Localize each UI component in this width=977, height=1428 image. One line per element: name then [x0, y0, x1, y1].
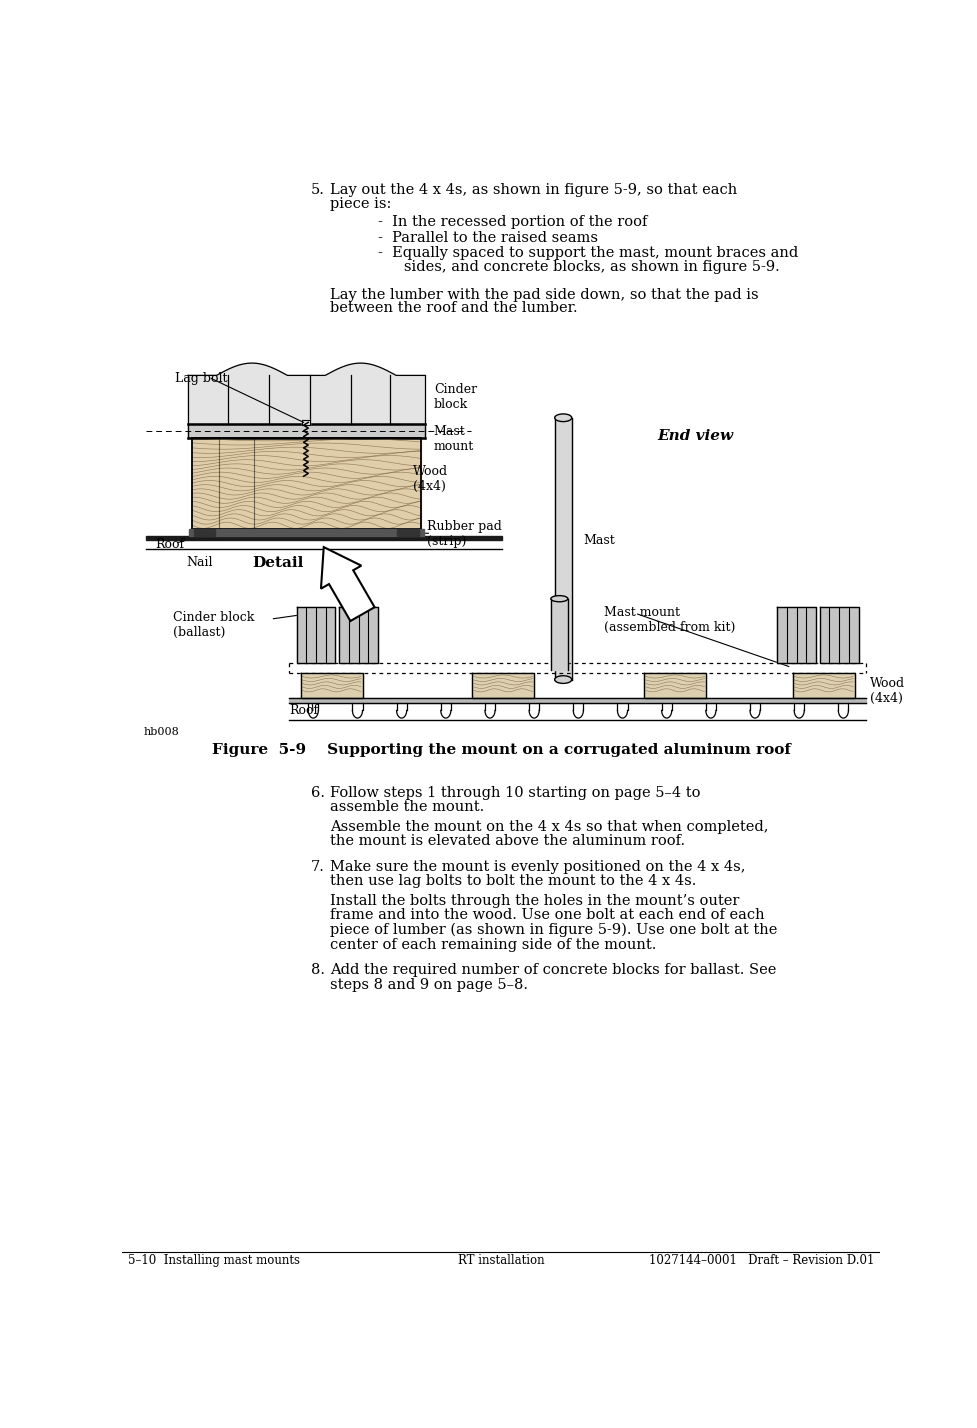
Text: Follow steps 1 through 10 starting on page 5–4 to: Follow steps 1 through 10 starting on pa…	[329, 785, 700, 800]
Text: piece is:: piece is:	[329, 197, 391, 211]
Text: End view: End view	[657, 430, 733, 443]
Polygon shape	[302, 420, 310, 426]
Text: Wood
(4x4): Wood (4x4)	[412, 464, 447, 493]
Text: Wood
(4x4): Wood (4x4)	[870, 677, 905, 705]
Text: between the roof and the lumber.: between the roof and the lumber.	[329, 301, 577, 316]
Polygon shape	[300, 674, 362, 698]
Text: steps 8 and 9 on page 5–8.: steps 8 and 9 on page 5–8.	[329, 978, 528, 991]
Ellipse shape	[550, 595, 568, 601]
Text: Cinder block
(ballast): Cinder block (ballast)	[173, 611, 254, 640]
Polygon shape	[777, 607, 815, 663]
Text: Lay out the 4 x 4s, as shown in figure 5-9, so that each: Lay out the 4 x 4s, as shown in figure 5…	[329, 183, 737, 197]
Text: 5.: 5.	[311, 183, 324, 197]
Text: -  Parallel to the raised seams: - Parallel to the raised seams	[378, 231, 597, 244]
Text: 7.: 7.	[311, 860, 324, 874]
Text: the mount is elevated above the aluminum roof.: the mount is elevated above the aluminum…	[329, 834, 684, 848]
Text: 8.: 8.	[311, 962, 324, 977]
Text: 1027144–0001   Draft – Revision D.01: 1027144–0001 Draft – Revision D.01	[648, 1254, 873, 1268]
Text: Rubber pad
(strip): Rubber pad (strip)	[426, 520, 501, 548]
Polygon shape	[189, 530, 423, 537]
Polygon shape	[188, 424, 424, 438]
Text: Make sure the mount is evenly positioned on the 4 x 4s,: Make sure the mount is evenly positioned…	[329, 860, 744, 874]
Text: Install the bolts through the holes in the mount’s outer: Install the bolts through the holes in t…	[329, 894, 739, 908]
Polygon shape	[791, 674, 854, 698]
Text: hb008: hb008	[144, 727, 180, 737]
Text: sides, and concrete blocks, as shown in figure 5-9.: sides, and concrete blocks, as shown in …	[390, 260, 780, 274]
Polygon shape	[339, 607, 378, 663]
Text: Lay the lumber with the pad side down, so that the pad is: Lay the lumber with the pad side down, s…	[329, 287, 758, 301]
Polygon shape	[554, 418, 572, 680]
Text: center of each remaining side of the mount.: center of each remaining side of the mou…	[329, 938, 656, 951]
Polygon shape	[819, 607, 858, 663]
Text: 5–10  Installing mast mounts: 5–10 Installing mast mounts	[128, 1254, 300, 1268]
Text: frame and into the wood. Use one bolt at each end of each: frame and into the wood. Use one bolt at…	[329, 908, 764, 922]
Polygon shape	[193, 530, 215, 537]
Polygon shape	[320, 547, 374, 621]
Text: 6.: 6.	[311, 785, 324, 800]
Text: assemble the mount.: assemble the mount.	[329, 801, 484, 814]
Polygon shape	[550, 598, 568, 670]
Text: Detail: Detail	[252, 555, 304, 570]
Polygon shape	[296, 607, 335, 663]
Text: Figure  5-9    Supporting the mount on a corrugated aluminum roof: Figure 5-9 Supporting the mount on a cor…	[211, 744, 790, 757]
Polygon shape	[191, 438, 420, 530]
Text: then use lag bolts to bolt the mount to the 4 x 4s.: then use lag bolts to bolt the mount to …	[329, 874, 696, 888]
Ellipse shape	[554, 675, 572, 684]
Text: Lag bolt: Lag bolt	[175, 371, 228, 384]
Ellipse shape	[554, 414, 572, 421]
Text: Mast mount
(assembled from kit): Mast mount (assembled from kit)	[604, 607, 735, 634]
Polygon shape	[472, 674, 533, 698]
Text: -  In the recessed portion of the roof: - In the recessed portion of the roof	[378, 216, 647, 230]
Polygon shape	[188, 363, 424, 424]
Text: Roof: Roof	[288, 704, 318, 717]
Text: Add the required number of concrete blocks for ballast. See: Add the required number of concrete bloc…	[329, 962, 776, 977]
Polygon shape	[146, 537, 501, 540]
Polygon shape	[288, 698, 866, 703]
Text: RT installation: RT installation	[457, 1254, 544, 1268]
Text: -  Equally spaced to support the mast, mount braces and: - Equally spaced to support the mast, mo…	[378, 246, 797, 260]
Text: Assemble the mount on the 4 x 4s so that when completed,: Assemble the mount on the 4 x 4s so that…	[329, 820, 768, 834]
Text: Cinder
block: Cinder block	[434, 383, 477, 411]
Text: Roof: Roof	[154, 538, 184, 551]
Text: Mast: Mast	[582, 534, 615, 547]
Text: Nail: Nail	[187, 555, 213, 568]
Text: piece of lumber (as shown in figure 5-9). Use one bolt at the: piece of lumber (as shown in figure 5-9)…	[329, 922, 777, 937]
Text: Mast
mount: Mast mount	[434, 426, 474, 454]
Polygon shape	[397, 530, 419, 537]
Polygon shape	[644, 674, 705, 698]
